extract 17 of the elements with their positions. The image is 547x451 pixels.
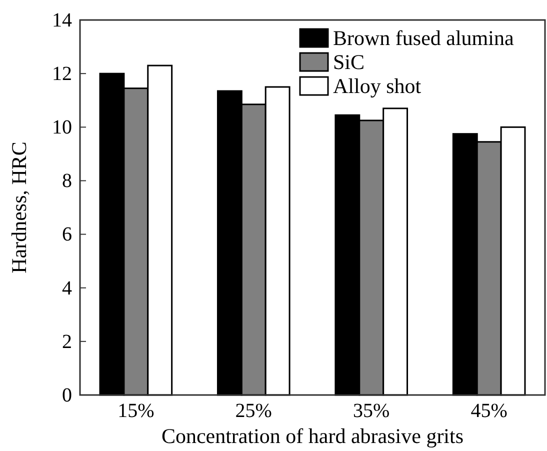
- legend-label: SiC: [333, 50, 365, 74]
- y-tick-label: 6: [62, 224, 72, 246]
- y-tick-label: 8: [62, 170, 72, 192]
- y-tick-label: 2: [62, 330, 72, 353]
- y-tick-label: 14: [52, 9, 72, 32]
- legend-label: Alloy shot: [333, 74, 422, 98]
- x-tick-label: 45%: [470, 400, 508, 422]
- y-tick-label: 4: [62, 277, 72, 300]
- y-tick-label: 0: [62, 384, 72, 406]
- y-tick-label: 12: [52, 62, 72, 85]
- x-tick-label: 15%: [118, 400, 154, 422]
- x-axis-title: Concentration of hard abrasive grits: [161, 424, 464, 448]
- y-tick-label: 10: [52, 116, 72, 139]
- legend-label: Brown fused alumina: [333, 26, 514, 50]
- y-axis-title: Hardness, HRC: [7, 142, 31, 274]
- x-tick-label: 25%: [235, 400, 272, 422]
- x-tick-label: 35%: [353, 400, 390, 422]
